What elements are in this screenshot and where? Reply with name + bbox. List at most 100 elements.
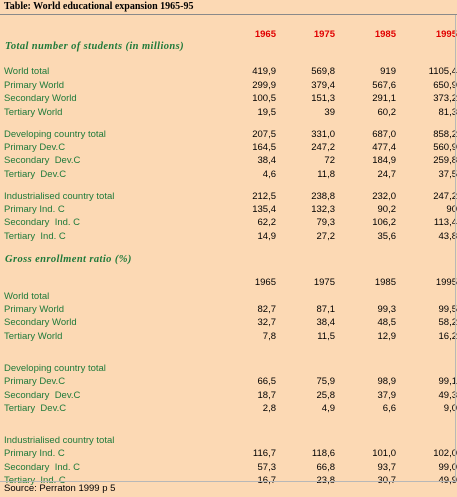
table-row: Secondary Dev.C 38,4 72 184,9 259,8 [0,154,457,167]
cell: 32,7 [257,317,277,329]
source: Source: Perraton 1999 p 5 [4,483,116,494]
table-row: Tertiary Dev.C 4,6 11,8 24,7 37,5 [0,168,457,181]
header-row: 1965 1975 1985 1995 [0,28,457,41]
table-row: Primary Dev.C 66,5 75,9 98,9 99,1 [0,375,457,388]
cell: 79,3 [316,217,336,229]
cell: 81,3 [438,106,457,118]
table-row: Primary World 82,7 87,1 99,3 99,5 [0,303,457,316]
cell: 9,0 [443,402,457,414]
row-label: Industrialised country total [4,434,115,446]
table-row: Industrialised country total 212,5 238,8 23… [0,190,457,203]
cell: 38,4 [316,317,336,329]
cell: 259,8 [433,155,457,167]
cell: 11,8 [317,168,335,180]
table-row: Tertiary Dev.C 2,8 4,9 6,6 9,0 [0,402,457,415]
table-row: Tertiary World 19,5 39 60,2 81,3 [0,106,457,119]
row-label: Tertiary Ind. C [4,230,66,242]
cell: 106,2 [372,217,396,229]
cell: 1985 [374,277,396,289]
cell: 99,0 [438,461,457,473]
table-row: Tertiary World 7,8 11,5 12,9 16,2 [0,330,457,343]
cell: 43,8 [438,230,457,242]
cell: 1975 [313,277,335,289]
cell: 331,0 [311,128,335,140]
cell: 687,0 [372,128,396,140]
cell: 23,8 [316,475,336,487]
cell: 858,2 [433,128,457,140]
row-label: Secondary World [4,317,77,329]
cell: 247,2 [311,141,335,153]
cell: 27,2 [316,230,336,242]
cell: 238,8 [311,190,335,202]
spacer [0,353,457,362]
table-title: Table: World educational expansion 1965-… [0,0,457,15]
cell: 100,5 [252,93,276,105]
cell: 118,6 [311,448,335,460]
section-heading: Total number of students (in millions) [5,41,185,53]
cell: 16,7 [257,475,277,487]
cell: 7,8 [262,330,276,342]
cell: 2,8 [262,402,276,414]
table-row: World total 419,9 569,8 919 1105,4 [0,65,457,78]
cell: 99,1 [438,376,457,388]
row-label: Tertiary Dev.C [4,402,67,414]
table-row: Secondary Ind. C 57,3 66,8 93,7 99,0 [0,461,457,474]
cell: 379,4 [311,79,335,91]
row-label: Tertiary World [4,330,63,342]
cell: 30,7 [377,475,397,487]
cell: 39 [324,106,335,118]
cell: 4,6 [262,168,276,180]
cell: 373,2 [433,93,457,105]
cell: 132,3 [311,204,335,216]
row-label: Developing country total [4,128,106,140]
cell: 919 [380,66,396,78]
cell: 82,7 [257,304,277,316]
cell: 102,0 [433,448,457,460]
cell: 16,2 [438,330,457,342]
cell: 90,2 [377,204,397,216]
cell: 477,4 [372,141,396,153]
row-label: Primary World [4,79,64,91]
table-row: Secondary World 100,5 151,3 291,1 373,2 [0,92,457,105]
cell: 49,9 [438,475,457,487]
cell: 37,5 [438,168,457,180]
spacer [0,425,457,434]
table-row: Developing country total [0,362,457,375]
table-row: Primary Ind. C 116,7 118,6 101,0 102,0 [0,447,457,460]
year-row: 1965 1975 1985 1995 [0,276,457,289]
cell: 151,3 [311,93,335,105]
row-label: Tertiary Dev.C [4,168,67,180]
cell: 247,2 [433,190,457,202]
table-row: Secondary Ind. C 62,2 79,3 106,2 113,4 [0,216,457,229]
cell: 57,3 [257,461,277,473]
cell: 1965 [254,277,276,289]
table-row: Secondary World 32,7 38,4 48,5 58,2 [0,316,457,329]
cell: 60,2 [377,106,397,118]
table-row: Secondary Dev.C 18,7 25,8 37,9 49,3 [0,389,457,402]
cell: 24,7 [377,168,397,180]
cell: 101,0 [372,448,396,460]
table-row: Primary Dev.C 164,5 247,2 477,4 560,9 [0,141,457,154]
cell: 14,9 [257,230,277,242]
cell: 38,4 [257,155,277,167]
row-label: Secondary Ind. C [4,461,81,473]
cell: 650,9 [433,79,457,91]
cell: 232,0 [372,190,396,202]
border [0,481,457,482]
cell: 62,2 [257,217,277,229]
row-label: Secondary Dev.C [4,155,81,167]
cell: 19,5 [257,106,277,118]
table-row: Primary Ind. C 135,4 132,3 90,2 90 [0,203,457,216]
cell: 1975 [313,29,335,40]
spacer [0,181,457,190]
cell: 164,5 [252,141,276,153]
table-row: Primary World 299,9 379,4 567,6 650,9 [0,79,457,92]
border [455,15,456,482]
cell: 48,5 [377,317,397,329]
cell: 184,9 [372,155,396,167]
row-label: Secondary Ind. C [4,217,81,229]
row-label: Primary Ind. C [4,448,65,460]
row-label: Primary World [4,304,64,316]
cell: 72 [324,155,335,167]
cell: 569,8 [311,66,335,78]
